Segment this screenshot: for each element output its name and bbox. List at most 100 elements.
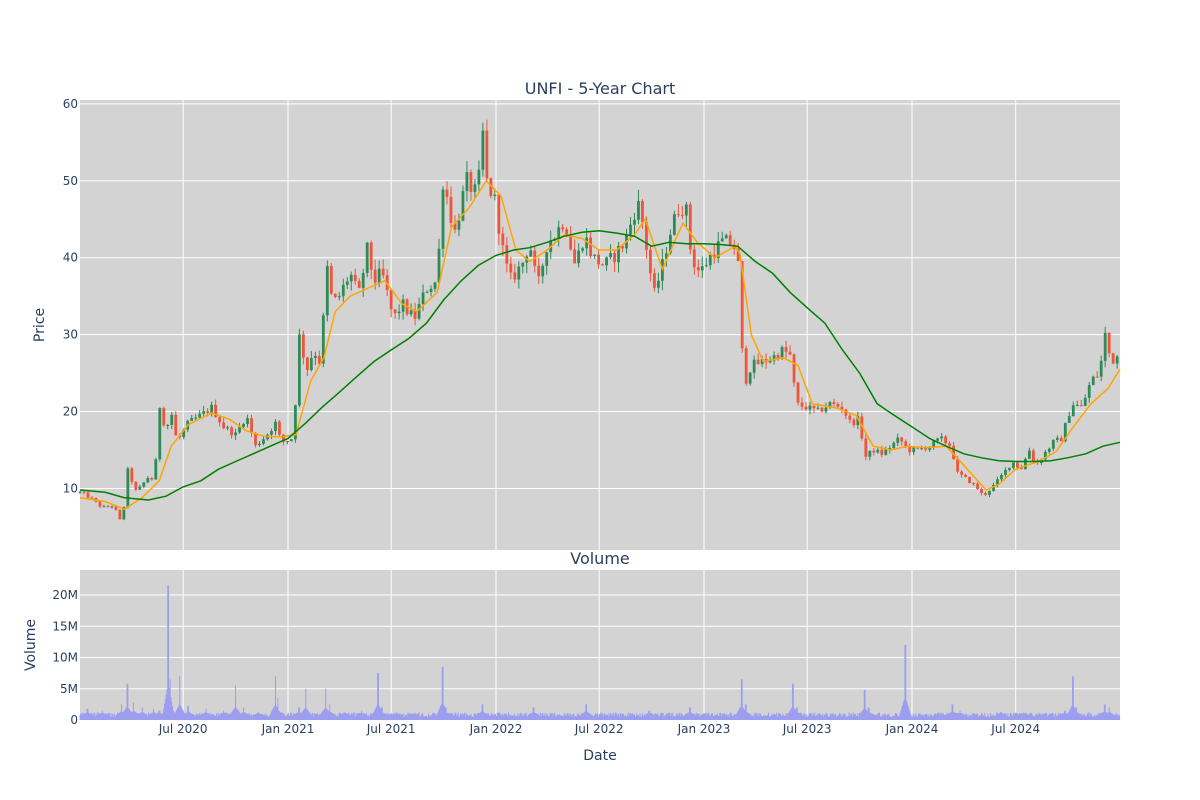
volume-bar <box>472 716 474 720</box>
candle-body <box>333 293 337 298</box>
volume-bar <box>863 690 865 720</box>
volume-bar <box>306 709 308 720</box>
volume-bar <box>787 713 789 720</box>
volume-bar <box>381 707 383 720</box>
volume-bar <box>601 714 603 720</box>
volume-bar <box>649 710 651 720</box>
volume-bar <box>448 713 450 720</box>
volume-bar <box>248 712 250 720</box>
candle-body <box>190 418 194 421</box>
volume-bar <box>326 709 328 720</box>
price-y-tick-label: 50 <box>63 174 78 188</box>
volume-bar <box>968 716 970 720</box>
volume-bar <box>846 716 848 720</box>
volume-bar <box>802 716 804 720</box>
volume-bar <box>875 715 877 720</box>
volume-bar <box>681 713 683 720</box>
volume-bar <box>1071 706 1073 720</box>
volume-bar <box>519 712 521 720</box>
candle-body <box>916 447 920 449</box>
candle-body <box>668 234 672 254</box>
volume-bar <box>194 716 196 720</box>
x-tick-label: Jan 2024 <box>885 722 939 736</box>
candle-body <box>1055 437 1059 440</box>
candle-body <box>716 241 720 259</box>
volume-bar <box>227 714 229 720</box>
volume-bar <box>761 716 763 720</box>
volume-bar <box>210 714 212 720</box>
candle-body <box>393 309 397 314</box>
volume-bar <box>511 715 513 720</box>
volume-bar <box>673 716 675 720</box>
candle-body <box>254 432 257 446</box>
volume-bar <box>531 712 533 720</box>
volume-bar <box>744 710 746 720</box>
volume-bar <box>166 689 168 720</box>
volume-bar <box>293 713 295 720</box>
volume-bar <box>278 710 280 720</box>
candle-body <box>461 191 465 221</box>
candle-body <box>226 427 229 429</box>
volume-bar <box>201 713 203 720</box>
volume-bar <box>1008 716 1010 720</box>
candle-body <box>198 413 202 418</box>
volume-bar <box>373 710 375 720</box>
volume-bar <box>657 713 659 720</box>
volume-bar <box>342 713 344 720</box>
volume-bar <box>542 713 544 720</box>
volume-bar <box>1042 715 1044 720</box>
volume-bar <box>492 714 494 720</box>
candle-body <box>429 288 433 292</box>
volume-bar <box>261 713 263 720</box>
candle-body <box>118 509 122 520</box>
volume-bar <box>953 712 955 720</box>
volume-bar <box>179 676 181 720</box>
volume-bar <box>450 713 452 720</box>
volume-bar <box>432 713 434 720</box>
volume-bar <box>1097 713 1099 720</box>
volume-bar <box>878 713 880 720</box>
volume-bar <box>184 713 186 720</box>
volume-bar <box>407 712 409 720</box>
candle-body <box>529 250 533 257</box>
volume-bar <box>567 715 569 720</box>
volume-bar <box>318 714 320 720</box>
volume-bar <box>141 707 143 720</box>
volume-bar <box>275 705 277 720</box>
volume-bar <box>110 713 112 720</box>
volume-bar <box>164 703 166 720</box>
volume-bar <box>945 714 947 720</box>
volume-bar <box>833 715 835 720</box>
volume-bar <box>987 713 989 720</box>
candle-body <box>238 426 241 433</box>
candle-body <box>373 269 377 283</box>
volume-bar <box>199 713 201 720</box>
volume-bar <box>312 713 314 720</box>
volume-bar <box>358 713 360 720</box>
volume-y-tick-label: 0 <box>70 713 78 727</box>
candle-body <box>976 483 979 489</box>
volume-bar <box>689 707 691 720</box>
volume-bar <box>686 713 688 720</box>
volume-bar <box>970 716 972 720</box>
volume-bar <box>715 715 717 720</box>
candle-body <box>848 415 852 420</box>
volume-bar <box>255 714 257 720</box>
volume-bar <box>242 712 244 720</box>
candle-body <box>286 441 289 443</box>
volume-bar <box>318 715 320 720</box>
volume-bar <box>1087 712 1089 720</box>
volume-bar <box>917 713 919 720</box>
volume-bar <box>1091 714 1093 720</box>
volume-bar <box>106 713 108 720</box>
volume-bar <box>725 714 727 720</box>
volume-bar <box>960 713 962 720</box>
volume-bar <box>480 711 482 720</box>
volume-bar <box>1095 714 1097 720</box>
volume-bar <box>714 714 716 720</box>
volume-bar <box>170 696 172 720</box>
candle-body <box>780 347 784 359</box>
volume-bar <box>671 715 673 720</box>
volume-bar <box>487 713 489 720</box>
volume-bar <box>1115 715 1117 720</box>
